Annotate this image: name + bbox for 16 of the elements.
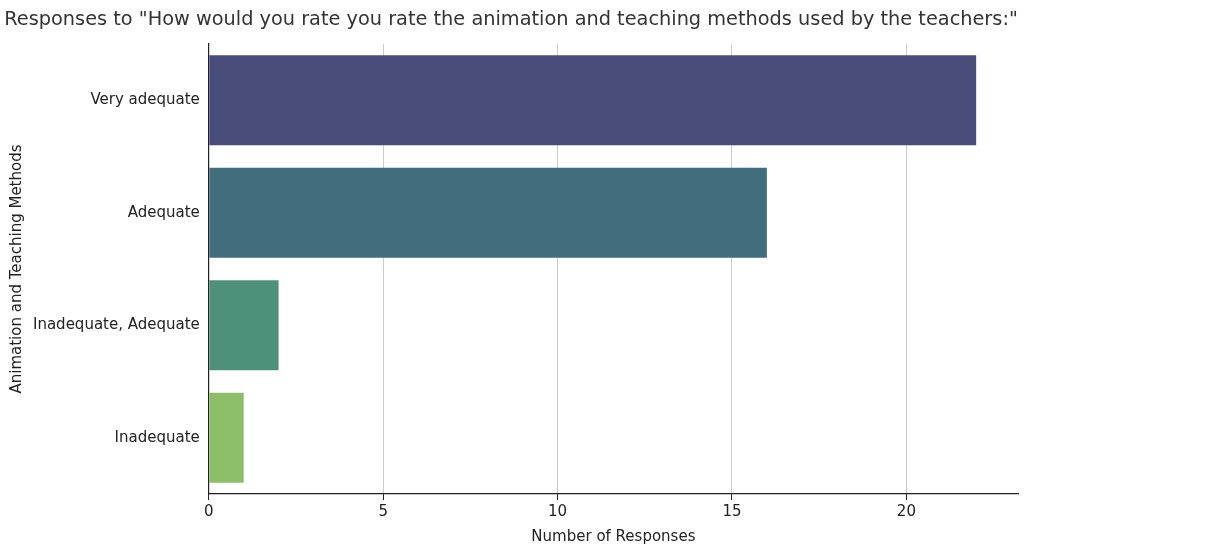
chart-title: Responses to "How would you rate you rate the animation and teaching methods used by the teachers:" [4,6,1018,31]
x-tick-label: 20 [896,501,916,520]
bar [209,280,279,371]
x-tick-label: 5 [378,501,388,520]
y-tick-label: Inadequate, Adequate [32,315,200,334]
bar [209,392,244,483]
y-tick-label: Adequate [127,202,200,221]
x-tick-label: 0 [204,501,214,520]
bar [209,167,767,258]
y-tick-label: Very adequate [90,90,200,109]
y-axis-title: Animation and Teaching Methods [6,144,25,394]
x-tick-label: 10 [548,501,568,520]
x-axis-title: Number of Responses [531,526,696,545]
y-tick-label: Inadequate [114,427,200,446]
x-tick-label: 15 [722,501,742,520]
bar [209,55,977,146]
